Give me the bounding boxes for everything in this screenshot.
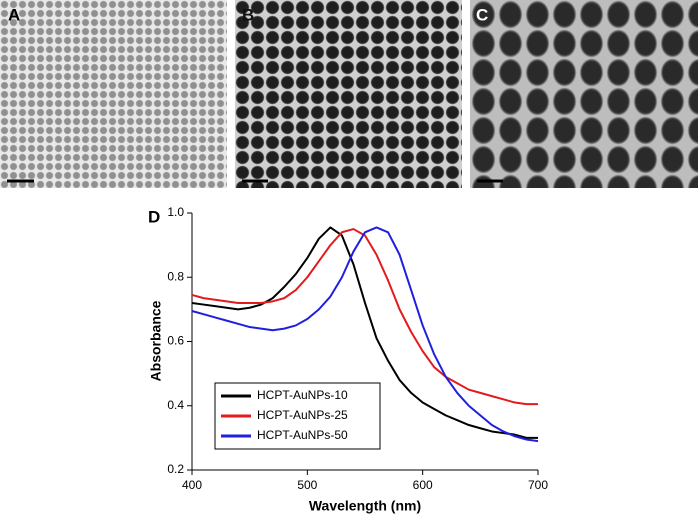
legend-label: HCPT-AuNPs-10: [257, 388, 348, 402]
panel-label: D: [148, 207, 160, 226]
legend-label: HCPT-AuNPs-50: [257, 428, 348, 442]
panel-label: A: [8, 5, 20, 24]
image-overlay: [0, 0, 227, 188]
x-tick-label: 600: [413, 478, 433, 492]
x-tick-label: 400: [182, 478, 202, 492]
x-tick-label: 500: [297, 478, 317, 492]
panel-label: C: [476, 5, 488, 24]
y-axis-label: Absorbance: [148, 300, 164, 381]
y-tick-label: 0.8: [167, 269, 184, 283]
y-tick-label: 0.6: [167, 334, 184, 348]
x-axis-label: Wavelength (nm): [309, 498, 421, 514]
y-tick-label: 1.0: [167, 205, 184, 219]
x-tick-label: 700: [528, 478, 548, 492]
tem-image-b: [235, 0, 462, 188]
tem-image-c: [470, 0, 698, 188]
y-tick-label: 0.4: [167, 398, 184, 412]
data-line: [191, 226, 539, 443]
panel-label: B: [242, 5, 254, 24]
data-line: [191, 228, 538, 406]
y-tick-label: 0.2: [167, 462, 184, 476]
data-line: [191, 226, 538, 439]
legend-label: HCPT-AuNPs-25: [257, 408, 348, 422]
